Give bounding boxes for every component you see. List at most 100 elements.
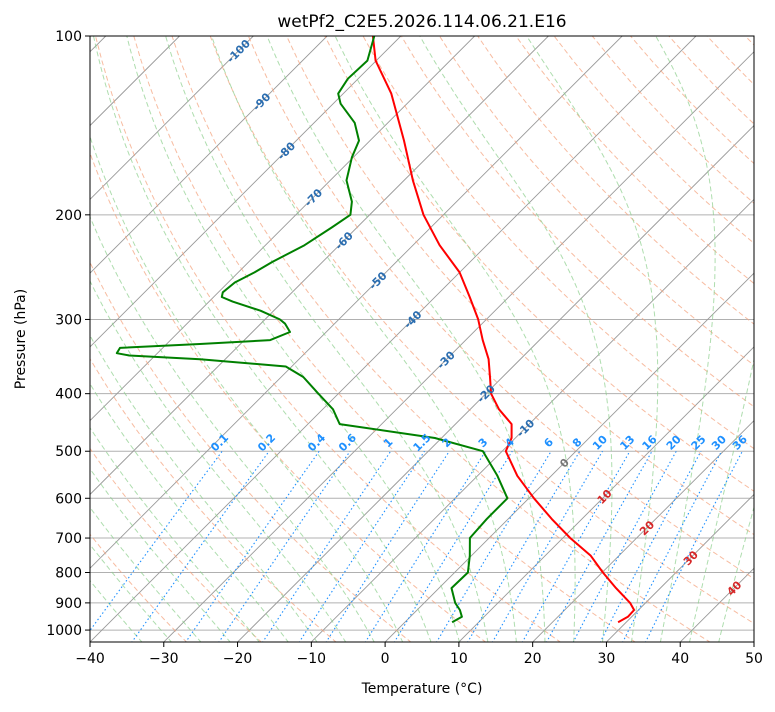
dry-adiabat-line	[0, 36, 262, 643]
x-tick-label: −20	[223, 651, 253, 667]
dry-adiabat-line	[707, 36, 775, 643]
y-axis-label: Pressure (hPa)	[13, 289, 29, 389]
dry-adiabat-line	[172, 36, 711, 643]
isotherm-label: 0	[557, 456, 572, 471]
isotherm-line	[0, 36, 401, 643]
dry-adiabat-line	[745, 36, 775, 643]
isotherm-line	[753, 36, 775, 643]
mixing-ratio-line	[326, 451, 450, 643]
moist-adiabat-line	[267, 36, 545, 643]
y-tick-label: 1000	[46, 623, 82, 639]
mixing-ratio-line	[262, 451, 390, 643]
x-tick-label: −10	[297, 651, 327, 667]
y-tick-label: 100	[55, 29, 82, 45]
y-tick-label: 300	[55, 312, 82, 328]
isotherm-label: -30	[435, 348, 458, 371]
moist-adiabat-line	[335, 36, 575, 643]
isotherm-line	[0, 36, 327, 643]
isotherm-line	[532, 36, 775, 643]
dry-adiabat-line	[0, 36, 337, 643]
isotherm-label: -40	[401, 308, 424, 331]
x-tick-label: 10	[450, 651, 468, 667]
isotherm-line	[163, 36, 770, 643]
dry-adiabat-line	[669, 36, 775, 643]
x-tick-label: 0	[381, 651, 390, 667]
moist-adiabat-line	[689, 36, 775, 643]
moist-adiabat-line	[0, 36, 260, 643]
dry-adiabat-line	[478, 36, 775, 643]
dewpoint-profile-line	[117, 36, 508, 622]
mixing-ratio-label: 20	[664, 433, 684, 453]
moist-adiabat-line	[166, 36, 488, 643]
isotherm-label: -50	[366, 269, 389, 292]
x-tick-label: 40	[671, 651, 689, 667]
isotherm-label: -10	[514, 417, 537, 440]
mixing-ratio-line	[573, 451, 676, 643]
mixing-ratio-line	[467, 451, 579, 643]
dry-adiabat-line	[592, 36, 775, 643]
x-tick-label: 30	[598, 651, 616, 667]
isotherm-line	[89, 36, 696, 643]
isotherm-line	[16, 36, 623, 643]
isotherm-line	[311, 36, 775, 643]
moist-adiabat-line	[420, 36, 612, 643]
dry-adiabat-line	[134, 36, 636, 643]
y-tick-label: 900	[55, 596, 82, 612]
isotherm-label: 40	[724, 578, 744, 598]
mixing-ratio-line	[81, 451, 222, 643]
moist-adiabat-line	[64, 36, 403, 643]
y-axis-ticks: 100 200 300 400 500 600 700 800 900 1000	[46, 29, 90, 639]
x-tick-label: 50	[745, 651, 763, 667]
y-tick-label: 800	[55, 565, 82, 581]
y-tick-label: 500	[55, 444, 82, 460]
chart-title: wetPf2_C2E5.2026.114.06.21.E16	[277, 12, 566, 32]
mixing-ratio-label: 3	[476, 435, 491, 450]
isotherm-line	[384, 36, 775, 643]
mixing-ratio-label: 13	[617, 433, 637, 453]
isotherm-line	[0, 36, 253, 643]
moist-adiabat-line	[656, 36, 715, 643]
dry-adiabat-line	[440, 36, 775, 643]
isotherm-line	[0, 36, 475, 643]
moist-adiabat-line	[719, 36, 775, 643]
y-tick-label: 200	[55, 208, 82, 224]
mixing-ratio-line	[219, 451, 351, 643]
dry-adiabat-line	[631, 36, 775, 643]
isotherm-label: -90	[250, 90, 273, 113]
isotherm-label: 30	[681, 548, 701, 568]
dry-adiabat-line	[363, 36, 775, 643]
x-tick-label: −30	[149, 651, 179, 667]
y-tick-label: 400	[55, 387, 82, 403]
y-tick-label: 600	[55, 491, 82, 507]
isotherm-label: -100	[224, 37, 253, 66]
isotherm-label: -70	[302, 186, 325, 209]
mixing-ratio-line	[600, 451, 701, 643]
profile-series	[117, 36, 634, 622]
moist-adiabat-line	[39, 36, 375, 643]
mixing-ratio-line	[132, 451, 270, 643]
mixing-ratio-line	[299, 451, 425, 643]
moist-adiabat-line	[0, 36, 231, 643]
x-axis-ticks: −40 −30 −20 −10 0 10 20 30 40 50	[75, 642, 763, 667]
isotherm-label: -60	[333, 229, 356, 252]
x-tick-label: −40	[75, 651, 105, 667]
background-lines	[0, 36, 775, 643]
isotherm-label: -80	[275, 139, 298, 162]
mixing-ratio-label: 25	[689, 433, 709, 453]
mixing-ratio-label: 6	[541, 435, 556, 450]
y-tick-label: 700	[55, 531, 82, 547]
isotherm-label: 20	[637, 518, 657, 538]
dry-adiabat-line	[516, 36, 775, 643]
mixing-ratio-line	[623, 451, 722, 643]
mixing-ratio-label: 36	[730, 433, 750, 453]
mixing-ratio-label: 30	[709, 433, 729, 453]
x-axis-label: Temperature (°C)	[361, 681, 483, 697]
mixing-ratio-label: 1	[381, 435, 396, 450]
dry-adiabat-line	[19, 36, 412, 643]
mixing-ratio-label: 16	[640, 433, 660, 453]
mixing-ratio-label: 10	[590, 433, 610, 453]
isotherm-line	[458, 36, 775, 643]
x-tick-label: 20	[524, 651, 542, 667]
